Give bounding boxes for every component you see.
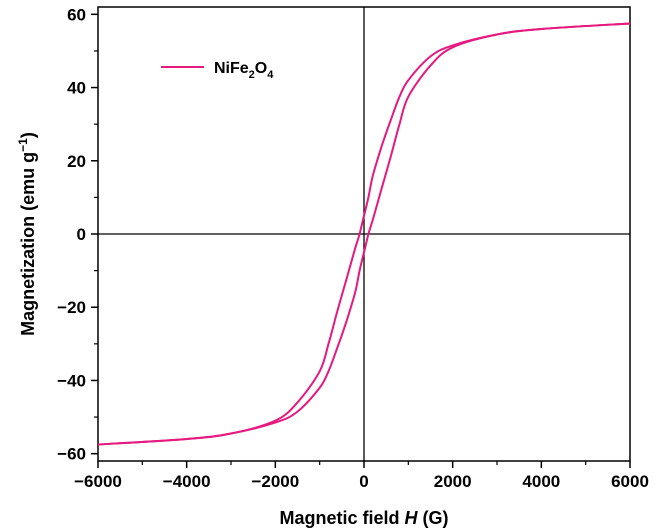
series-branch-descending (97, 22, 631, 446)
x-axis-title: Magnetic field H (G) (279, 508, 448, 528)
series-branch-ascending (97, 22, 631, 446)
series-group (97, 22, 631, 446)
x-tick-label: 6000 (611, 472, 649, 491)
y-tick-label: −40 (57, 371, 86, 390)
x-tick-label: 4000 (522, 472, 560, 491)
zero-axis-lines (98, 7, 630, 461)
x-tick-label: −6000 (74, 472, 122, 491)
y-tick-label: 0 (77, 225, 86, 244)
y-tick-label: −60 (57, 445, 86, 464)
legend-label: NiFe2O4 (214, 60, 274, 81)
legend: NiFe2O4 (161, 60, 274, 81)
x-tick-label: 2000 (434, 472, 472, 491)
x-tick-label: −4000 (163, 472, 211, 491)
x-tick-label: 0 (359, 472, 368, 491)
x-axis-ticks: −6000 −4000 −2000 0 2000 4000 6000 (74, 461, 649, 491)
y-tick-label: 20 (67, 152, 86, 171)
y-tick-label: 60 (67, 5, 86, 24)
y-tick-label: −20 (57, 298, 86, 317)
y-tick-label: 40 (67, 79, 86, 98)
y-axis-ticks: −60 −40 −20 0 20 40 60 (57, 5, 98, 464)
x-tick-label: −2000 (251, 472, 299, 491)
y-axis-title: Magnetization (emu g−1) (16, 132, 38, 336)
